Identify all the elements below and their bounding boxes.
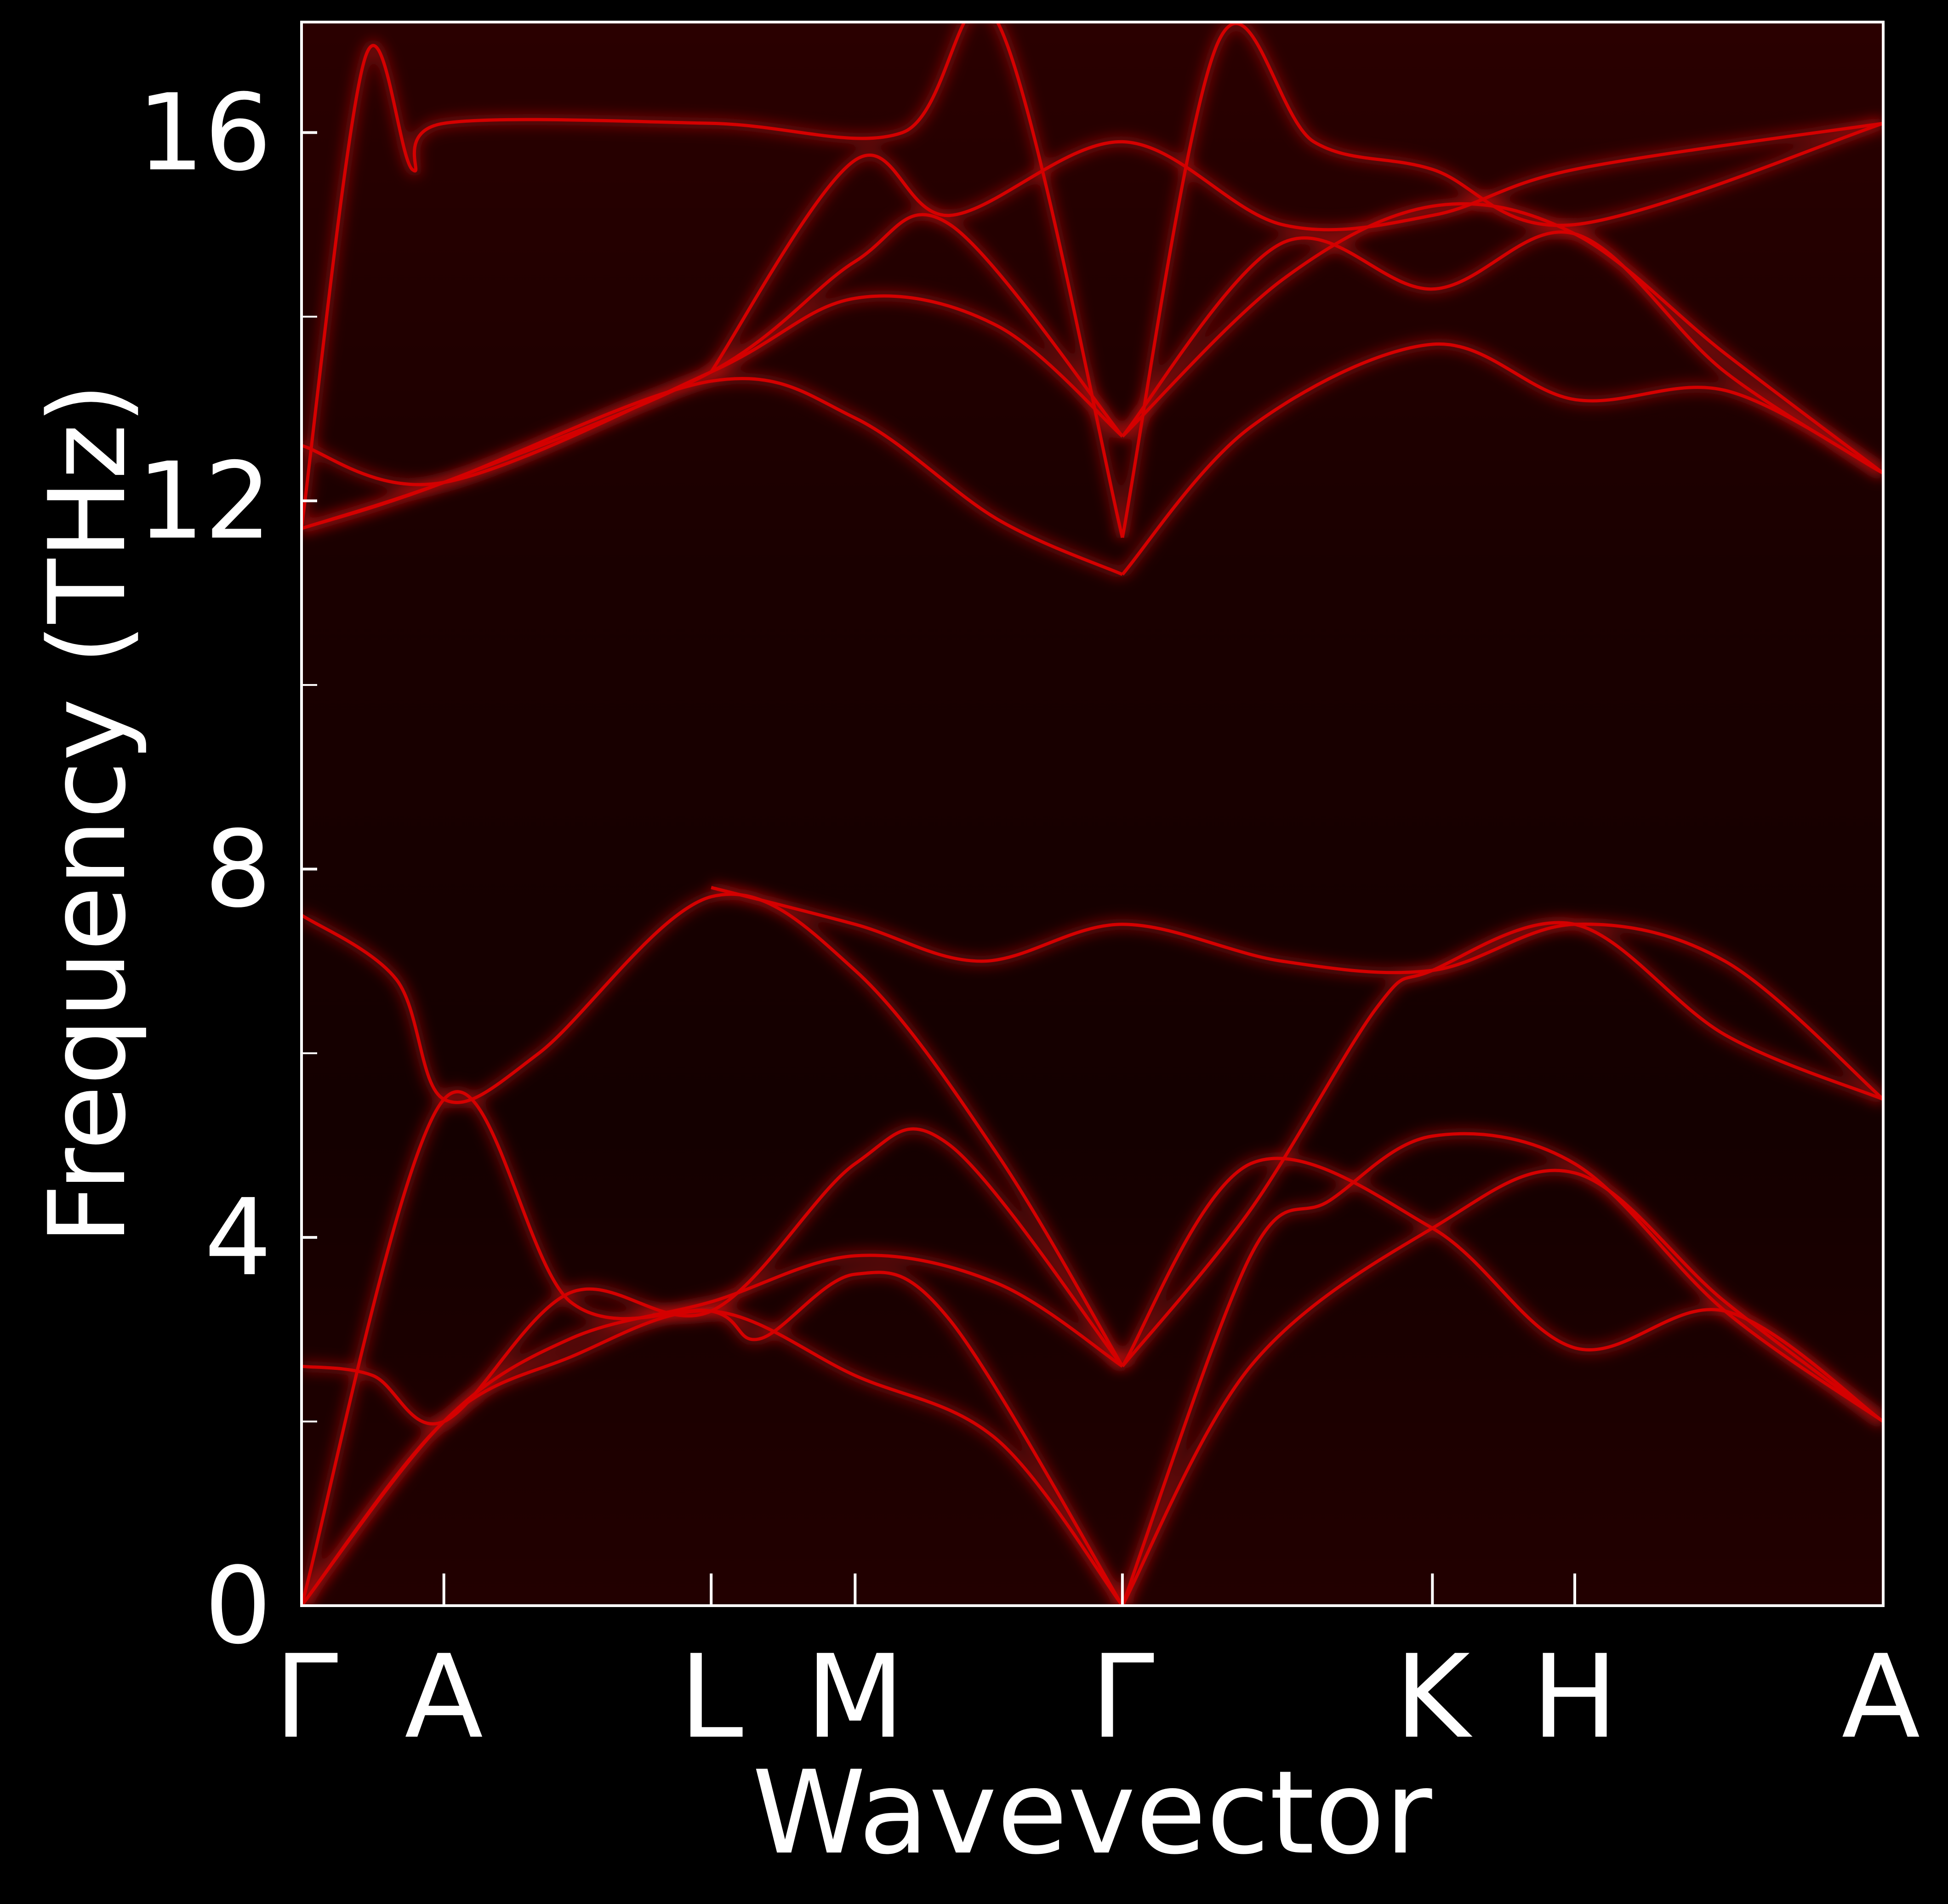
phonon-band-6 xyxy=(711,886,1883,1101)
plot-frame xyxy=(300,21,1885,1607)
x-axis-title: Wavevector xyxy=(752,1746,1432,1880)
phonon-band-11 xyxy=(302,294,1124,486)
x-tick-label: A xyxy=(404,1630,483,1764)
y-axis-ticks: 0 4 8 12 16 xyxy=(137,72,317,1668)
phonon-band-13 xyxy=(302,213,1124,530)
y-tick-label: 16 xyxy=(137,72,272,194)
phonon-band-14 xyxy=(710,121,1883,373)
x-tick-label: L xyxy=(679,1630,743,1764)
y-tick-label: 12 xyxy=(137,440,272,563)
phonon-band-8 xyxy=(1121,1169,1883,1606)
phonon-band-18 xyxy=(302,22,1124,538)
phonon-band-17 xyxy=(1121,202,1883,475)
phonon-band-9 xyxy=(1121,1132,1883,1606)
phonon-band-15 xyxy=(1121,230,1883,475)
x-tick-label: H xyxy=(1532,1630,1618,1764)
phonon-band-4 xyxy=(302,1090,1124,1606)
x-tick-label: M xyxy=(805,1630,905,1764)
band-lines-layer xyxy=(302,22,1883,1606)
x-tick-label: A xyxy=(1841,1630,1920,1764)
y-tick-label: 8 xyxy=(205,809,272,931)
phonon-band-3 xyxy=(302,1127,1124,1426)
x-tick-label: K xyxy=(1395,1630,1473,1764)
y-tick-label: 0 xyxy=(205,1545,272,1668)
phonon-band-19 xyxy=(1121,22,1883,538)
y-tick-label: 4 xyxy=(205,1177,272,1300)
phonon-band-10 xyxy=(1121,921,1883,1368)
y-axis-title: Frequency (THz) xyxy=(27,383,149,1245)
phonon-band-5 xyxy=(302,892,1124,1367)
x-tick-label: Γ xyxy=(274,1630,338,1764)
phonon-band-16 xyxy=(1121,342,1883,576)
x-tick-label: Γ xyxy=(1090,1630,1154,1764)
